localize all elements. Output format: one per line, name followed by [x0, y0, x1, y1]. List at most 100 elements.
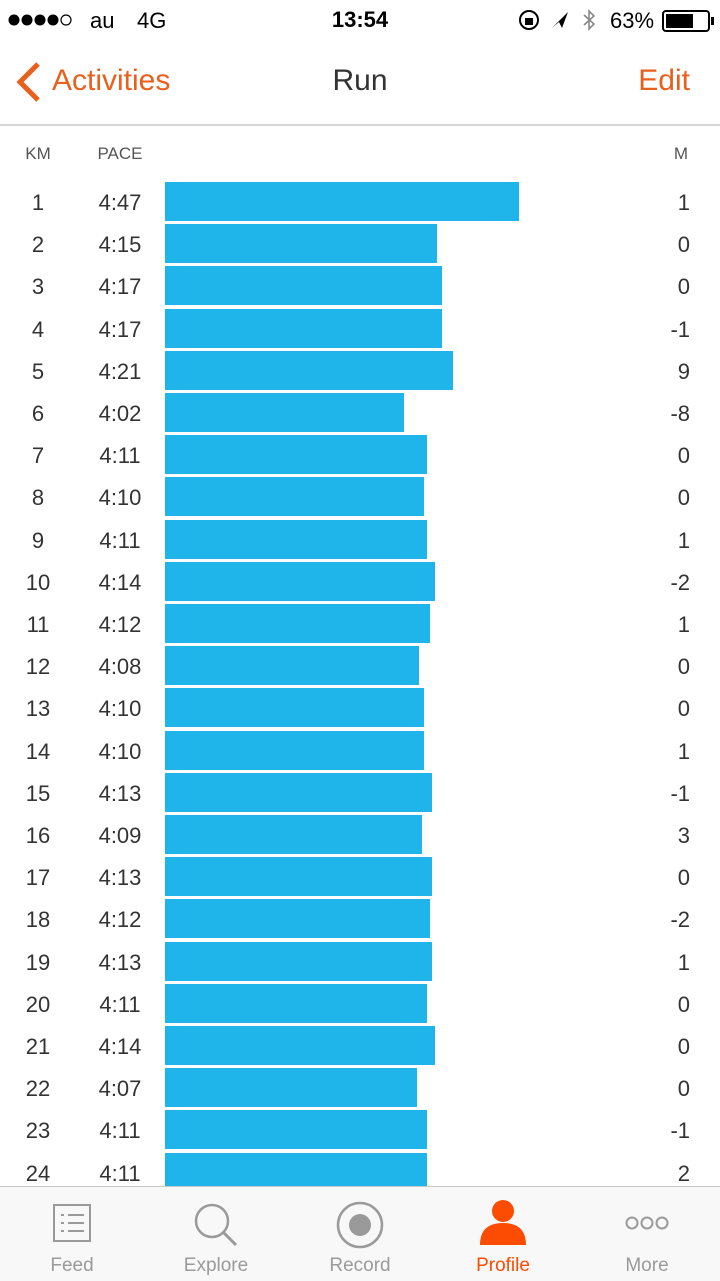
tab-label[interactable]: Explore [183, 1255, 249, 1276]
elevation-cell: 0 [677, 696, 690, 722]
clock: 13:54 [331, 7, 389, 32]
elevation-cell: 0 [677, 274, 690, 300]
pace-cell: 4:11 [99, 1118, 141, 1144]
km-cell: 5 [31, 358, 45, 384]
pace-bar [165, 983, 427, 1023]
elevation-cell: 0 [677, 991, 690, 1017]
elevation-cell: -2 [670, 569, 690, 595]
pace-bar [165, 815, 422, 854]
elevation-cell: -1 [670, 1118, 690, 1144]
status-icons [519, 9, 596, 31]
pace-cell: 4:07 [98, 1076, 142, 1102]
pace-cell: 4:13 [98, 865, 142, 891]
km-cell: 3 [31, 274, 45, 300]
km-cell: 10 [25, 569, 51, 595]
pace-cell: 4:02 [98, 401, 142, 426]
tab-label[interactable]: Profile [476, 1255, 530, 1276]
km-cell: 7 [31, 443, 45, 469]
km-cell: 9 [31, 527, 45, 553]
elevation-cell: 0 [677, 485, 690, 511]
pace-bar [165, 899, 430, 939]
nav-bar: Activities Run Edit [0, 40, 720, 126]
pace-bar [165, 688, 425, 728]
battery-icon [662, 10, 714, 32]
status-bar: au 4G 13:54 63% [0, 0, 720, 40]
elevation-header: M [673, 144, 689, 163]
pace-bar [165, 1110, 427, 1150]
elevation-cell: 1 [677, 190, 690, 215]
pace-cell: 4:08 [98, 654, 142, 680]
elevation-cell: 1 [677, 949, 690, 975]
km-cell: 13 [25, 696, 51, 722]
km-cell: 6 [31, 401, 45, 426]
carrier: au [90, 8, 115, 33]
elevation-cell: 0 [677, 443, 690, 469]
elevation-cell: 0 [677, 232, 690, 258]
pace-cell: 4:14 [98, 569, 142, 595]
km-cell: 2 [31, 232, 45, 258]
km-cell: 17 [25, 865, 51, 891]
pace-cell: 4:17 [98, 274, 142, 300]
km-cell: 11 [26, 612, 50, 637]
elevation-cell: -2 [670, 907, 690, 933]
km-cell: 12 [25, 654, 51, 680]
pace-cell: 4:47 [98, 190, 142, 215]
pace-bar [165, 477, 425, 517]
elevation-cell: 9 [677, 358, 690, 384]
pace-cell: 4:11 [99, 1160, 141, 1186]
pace-cell: 4:11 [99, 527, 141, 553]
pace-bar [165, 393, 404, 432]
elevation-cell: -1 [670, 780, 690, 806]
elevation-cell: 0 [677, 1076, 690, 1102]
tab-label[interactable]: Record [329, 1255, 391, 1276]
pace-cell: 4:15 [98, 232, 142, 258]
pace-cell: 4:13 [98, 780, 142, 806]
pace-cell: 4:12 [98, 907, 142, 933]
elevation-cell: 0 [677, 1034, 690, 1059]
pace-bar [165, 1026, 435, 1065]
pace-bar [165, 941, 433, 981]
pace-bar [165, 350, 453, 390]
pace-bar [165, 182, 519, 221]
km-cell: 23 [25, 1118, 51, 1144]
tab-label[interactable]: Feed [50, 1255, 94, 1276]
elevation-cell: 1 [677, 738, 690, 764]
pace-bar [165, 224, 438, 264]
network: 4G [137, 8, 167, 33]
km-cell: 24 [25, 1160, 51, 1186]
pace-bar [165, 435, 427, 475]
km-cell: 1 [31, 190, 45, 215]
pace-bar [165, 1068, 417, 1108]
km-cell: 18 [25, 907, 51, 933]
elevation-cell: 0 [677, 654, 690, 680]
elevation-cell: 1 [677, 612, 690, 637]
tab-label[interactable]: More [625, 1255, 669, 1276]
pace-bar [165, 730, 425, 770]
pace-bar [165, 772, 433, 812]
pace-cell: 4:17 [98, 316, 142, 342]
pace-header: PACE [97, 144, 143, 163]
elevation-cell: 0 [677, 865, 690, 891]
pace-bar [165, 266, 443, 306]
edit-button[interactable]: Edit [638, 64, 690, 97]
back-button[interactable]: Activities [52, 64, 171, 97]
km-cell: 15 [25, 780, 51, 806]
km-header: KM [25, 144, 51, 163]
pace-bar [165, 561, 435, 601]
tab-bar: Feed Explore Record Profile More [0, 1186, 720, 1281]
pace-bar [165, 646, 420, 686]
km-cell: 4 [31, 316, 45, 342]
km-cell: 20 [25, 991, 51, 1017]
km-cell: 8 [31, 485, 45, 511]
km-cell: 14 [25, 738, 51, 764]
pace-bar [165, 308, 443, 348]
pace-cell: 4:10 [98, 485, 142, 511]
pace-cell: 4:14 [98, 1034, 142, 1059]
pace-cell: 4:11 [99, 991, 141, 1017]
pace-cell: 4:12 [98, 612, 142, 637]
title: Run [332, 64, 388, 97]
pace-cell: 4:11 [99, 443, 141, 469]
elevation-cell: 1 [677, 527, 690, 553]
back-icon[interactable] [14, 60, 42, 104]
